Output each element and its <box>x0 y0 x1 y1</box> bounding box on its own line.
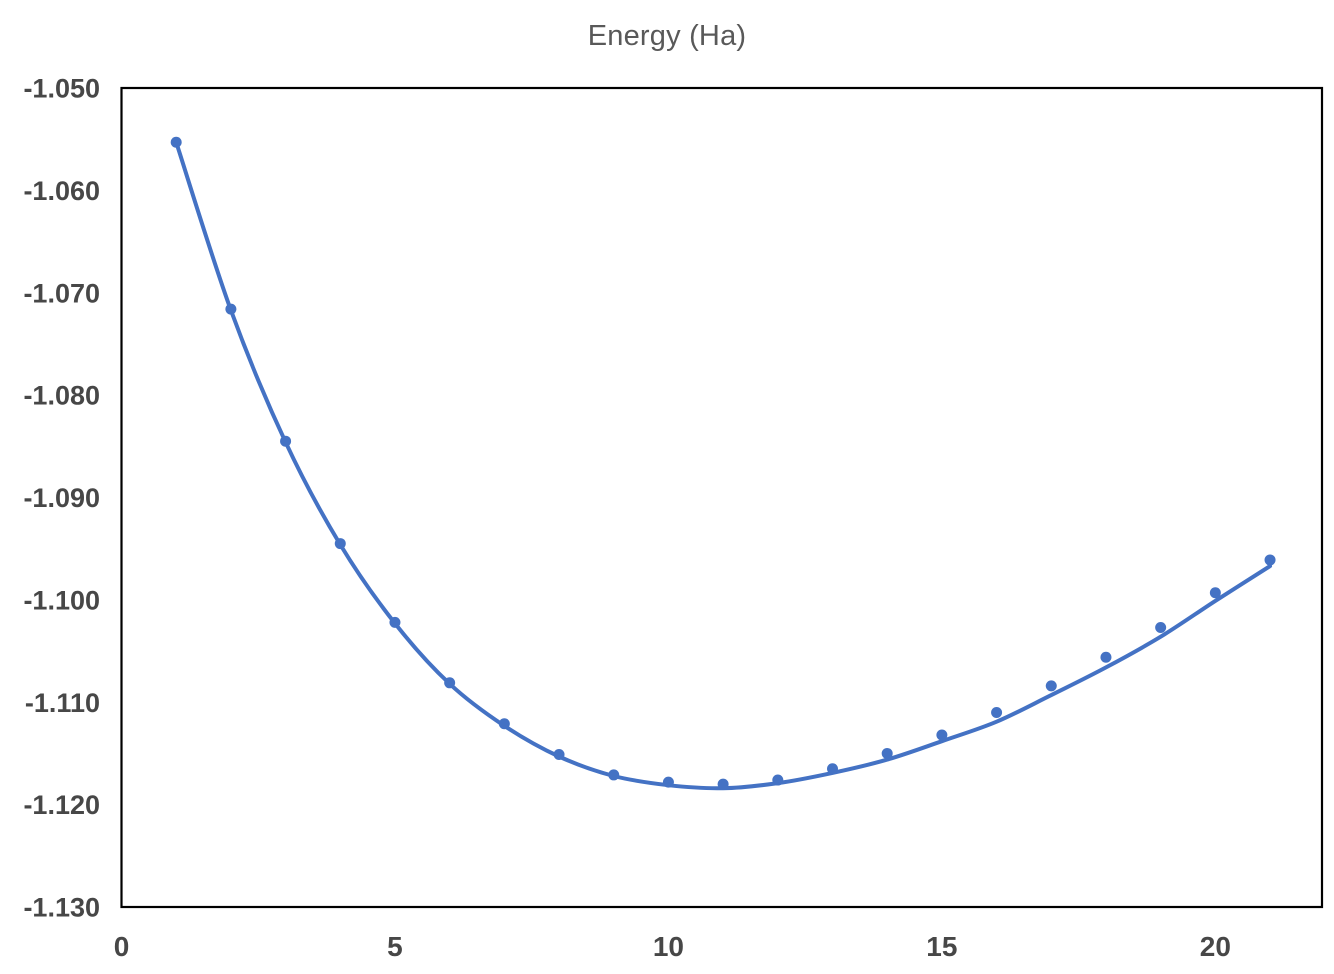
x-tick-label: 5 <box>387 931 403 962</box>
y-tick-label: -1.060 <box>23 176 100 206</box>
y-tick-label: -1.070 <box>23 278 100 308</box>
data-point <box>498 718 510 730</box>
data-point <box>1209 587 1221 599</box>
y-tick-label: -1.090 <box>23 483 100 513</box>
data-point <box>608 769 620 781</box>
data-point <box>444 677 456 689</box>
data-point <box>827 763 839 775</box>
y-tick-label: -1.110 <box>25 688 100 718</box>
y-tick-label: -1.130 <box>23 893 100 923</box>
x-tick-label: 0 <box>114 931 130 962</box>
data-point <box>1100 651 1112 663</box>
data-point <box>1045 680 1057 692</box>
chart-title: Energy (Ha) <box>587 20 747 52</box>
x-tick-label: 20 <box>1200 931 1231 962</box>
trend-line <box>174 140 1272 791</box>
y-tick-label: -1.120 <box>23 790 100 820</box>
data-point <box>170 136 182 148</box>
data-point <box>662 776 674 788</box>
data-point <box>225 303 237 315</box>
data-point <box>772 774 784 786</box>
data-point <box>280 435 292 447</box>
data-point <box>881 747 893 759</box>
data-point <box>717 778 729 790</box>
x-tick-label: 10 <box>653 931 684 962</box>
data-point <box>1155 622 1167 634</box>
plot-area-border <box>120 86 1324 909</box>
y-tick-label: -1.050 <box>23 74 100 104</box>
data-point <box>334 538 346 550</box>
data-point <box>991 706 1003 718</box>
x-tick-label: 15 <box>926 931 957 962</box>
y-tick-label: -1.080 <box>23 381 100 411</box>
data-point <box>389 616 401 628</box>
data-point <box>553 748 565 760</box>
data-point <box>1264 554 1276 566</box>
y-tick-label: -1.100 <box>23 585 100 615</box>
data-point <box>936 729 948 741</box>
